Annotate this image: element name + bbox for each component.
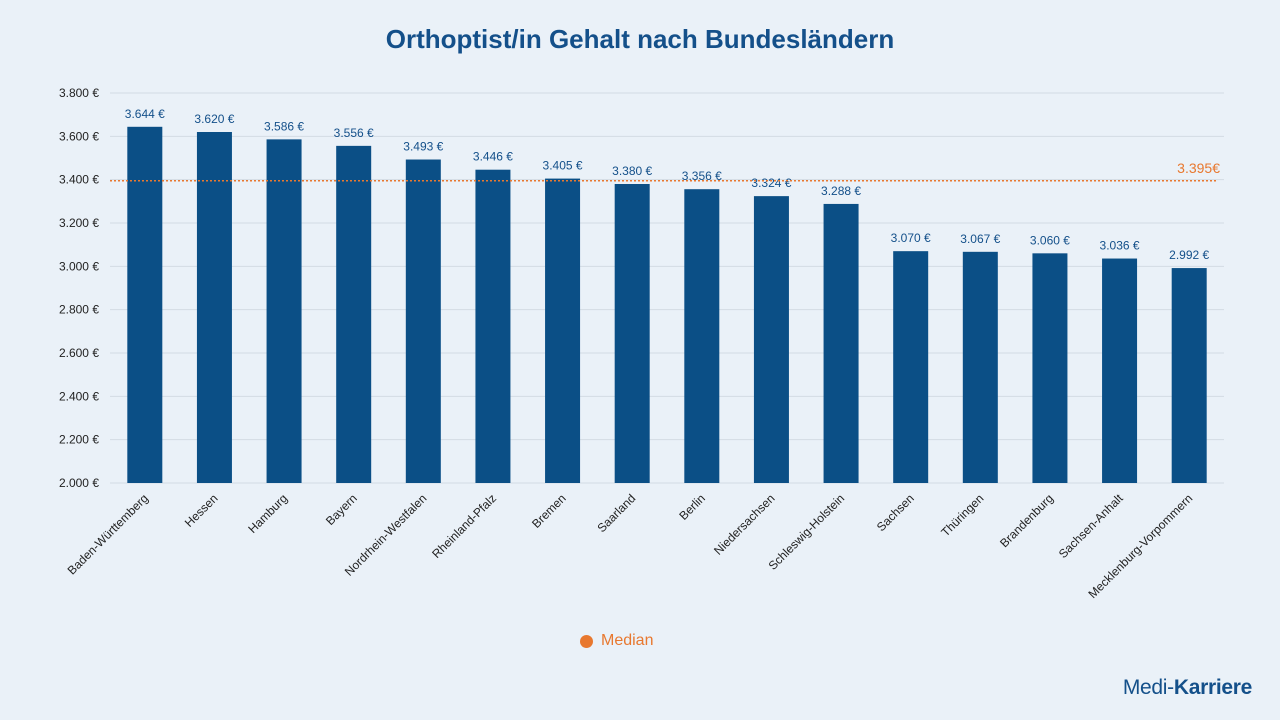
x-tick-label: Niedersachsen [711, 491, 778, 558]
brand-logo-part1: Medi- [1122, 676, 1174, 699]
bar [405, 159, 441, 483]
median-value-label: 3.395€ [1177, 160, 1220, 176]
x-tick-label: Hamburg [245, 491, 290, 536]
legend-median-marker [580, 634, 593, 648]
bar-value-label: 3.556 € [334, 126, 374, 140]
y-tick-label: 2.600 € [59, 346, 99, 360]
bar [684, 189, 720, 483]
bar-value-label: 3.446 € [473, 150, 513, 164]
bar-value-label: 3.493 € [403, 140, 443, 154]
legend-median-label: Median [601, 632, 654, 649]
bar [266, 139, 302, 483]
bar-value-label: 3.060 € [1030, 233, 1070, 247]
bar [1171, 268, 1207, 483]
bar [196, 132, 232, 483]
bar [823, 203, 859, 483]
y-tick-label: 3.000 € [59, 259, 99, 273]
bar [1102, 258, 1138, 483]
bar-value-label: 3.288 € [821, 184, 861, 198]
x-tick-label: Brandenburg [997, 491, 1056, 550]
bar-value-label: 3.067 € [960, 232, 1000, 246]
bar-value-label: 3.324 € [751, 176, 791, 190]
bar-value-label: 3.620 € [194, 112, 234, 126]
bar [753, 196, 789, 483]
x-tick-label: Bayern [323, 491, 360, 528]
y-tick-label: 2.200 € [59, 433, 99, 447]
bar-value-label: 2.992 € [1169, 248, 1209, 262]
y-tick-label: 3.400 € [59, 173, 99, 187]
bar-value-label: 3.380 € [612, 164, 652, 178]
brand-logo: Medi-Karriere [1123, 676, 1252, 700]
y-tick-label: 2.400 € [59, 389, 99, 403]
bar-value-label: 3.036 € [1100, 239, 1140, 253]
x-tick-label: Hessen [182, 491, 221, 530]
bar [475, 169, 511, 483]
bar [962, 251, 998, 483]
bar-value-label: 3.405 € [543, 159, 583, 173]
bar-value-label: 3.586 € [264, 119, 304, 133]
bar [1032, 253, 1068, 483]
bar [127, 126, 163, 484]
bar [614, 184, 650, 483]
y-tick-label: 2.000 € [59, 476, 99, 490]
y-tick-label: 3.800 € [59, 86, 99, 100]
x-tick-label: Saarland [594, 491, 638, 535]
bar [336, 145, 372, 483]
legend: Median [580, 632, 653, 650]
y-tick-label: 3.600 € [59, 129, 99, 143]
bar [893, 251, 929, 483]
brand-logo-part2: Karriere [1173, 676, 1252, 699]
y-tick-label: 2.800 € [59, 303, 99, 317]
bar-value-label: 3.356 € [682, 169, 722, 183]
x-tick-label: Rheinland-Pfalz [429, 491, 499, 561]
x-tick-label: Schleswig-Holstein [766, 491, 848, 573]
chart-title: Orthoptist/in Gehalt nach Bundesländern [385, 24, 895, 54]
x-tick-label: Thüringen [938, 491, 986, 539]
x-tick-label: Sachsen-Anhalt [1056, 491, 1126, 561]
x-tick-label: Baden-Württemberg [65, 491, 151, 577]
x-tick-label: Sachsen [874, 491, 917, 534]
bar-value-label: 3.644 € [125, 107, 165, 121]
bar-value-label: 3.070 € [891, 231, 931, 245]
x-tick-label: Berlin [676, 491, 708, 523]
y-tick-label: 3.200 € [59, 216, 99, 230]
bar [545, 178, 581, 484]
x-tick-label: Bremen [529, 491, 569, 531]
